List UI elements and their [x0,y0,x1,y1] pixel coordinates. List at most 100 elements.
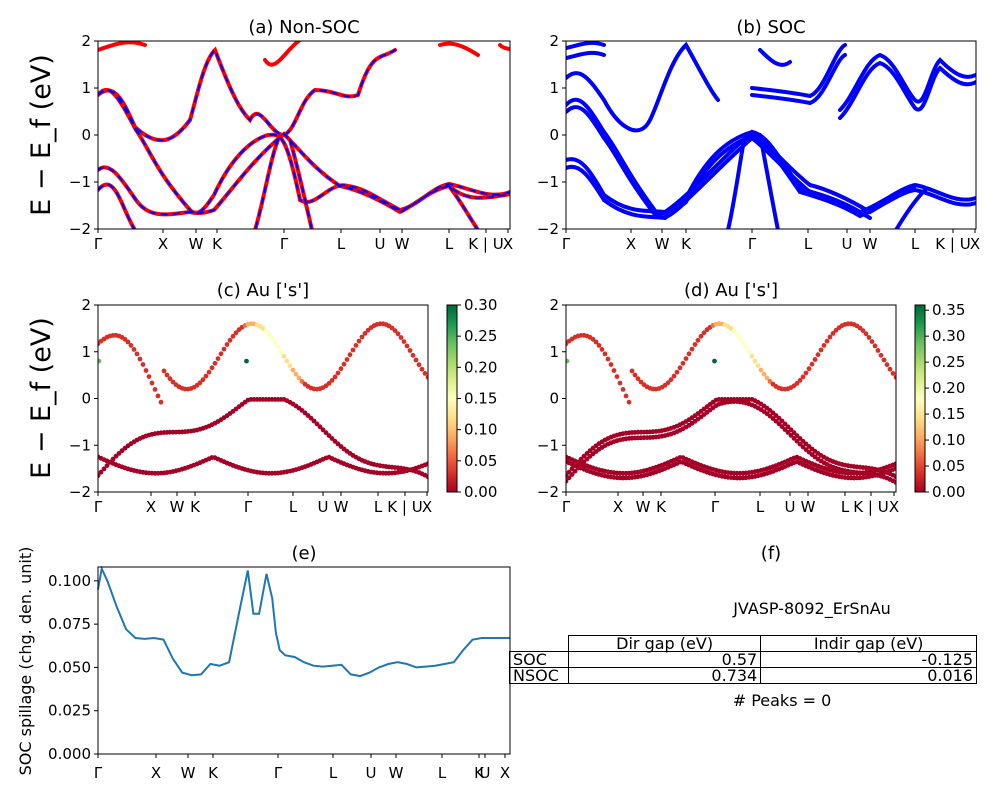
x-tick-label: U [366,764,377,782]
band-dot [200,377,206,383]
band-dot [149,380,155,386]
band-dot [197,380,203,386]
band-dot [614,374,620,379]
gap-table: Dir gap (eV) Indir gap (eV) SOC 0.57 -0.… [509,635,977,684]
band-dot [287,363,293,368]
panel-c-ylabel: E − E_f (eV) [26,317,57,479]
band-dot [824,338,830,344]
x-tick-label: X [422,498,432,516]
band-dot [350,347,356,353]
panel-b-bands [566,41,976,229]
x-tick-label: L [329,764,338,782]
band-line [98,132,510,216]
band-dot [701,330,707,336]
y-tick-label: 0.100 [48,572,91,590]
colorbar-tick-label: 0.20 [932,379,965,397]
band-dot [347,352,353,358]
band-dot [866,335,872,340]
band-dot [596,343,602,348]
band-dot [425,461,428,467]
band-dot [419,366,425,372]
gap-table-col-dir: Dir gap (eV) [567,635,762,652]
y-tick-label: 2 [549,32,559,50]
band-dot [893,474,896,480]
band-dot [566,475,572,481]
band-dot [263,328,269,334]
band-dot [767,379,773,384]
x-tick-label: L [289,498,298,516]
band-dot [311,418,317,424]
band-dot [611,368,617,373]
colorbar-tick-label: 0.25 [932,353,965,371]
band-dot [134,351,140,357]
band-dot [887,366,893,372]
band-line [726,133,747,229]
x-tick-label: L [804,235,813,253]
y-tick-label: −2 [537,220,559,238]
band-dot [761,371,767,377]
band-dot [794,381,800,386]
band-line [838,52,976,112]
x-tick-label: L [911,235,920,253]
x-tick-label: X [613,498,623,516]
colorbar-tick-label: 0.30 [932,327,965,345]
band-dot [206,369,212,375]
band-dot [227,337,233,343]
band-line [566,41,720,133]
panel-a-title: (a) Non-SOC [248,17,359,38]
band-dot [146,374,152,379]
band-dot [566,358,570,364]
x-tick-label: Γ [94,235,103,253]
band-dot [362,331,368,336]
band-line [566,41,606,50]
band-dot [677,365,683,371]
band-dot [104,463,110,468]
band-dot [830,331,836,336]
x-tick-label: Γ [94,498,103,516]
band-dot [224,342,230,347]
panel-a-ylabel: E − E_f (eV) [26,54,57,216]
band-dot [326,381,332,386]
band-line [498,43,510,52]
colorbar-tick-label: 0.15 [932,405,965,423]
gap-table-header-row: Dir gap (eV) Indir gap (eV) [509,635,977,652]
band-line [566,129,917,215]
band-dot [806,366,812,372]
x-tick-label: K [208,764,219,782]
x-tick-label: K [681,235,692,253]
band-dot [776,421,782,427]
band-line [98,48,396,142]
band-dot [809,361,815,367]
band-dot [890,371,896,376]
band-line [566,50,606,60]
band-dot [353,343,359,348]
y-tick-label: −1 [537,436,559,454]
band-dot [425,474,428,480]
x-tick-label: X [500,764,510,782]
x-tick-label: X [146,498,156,516]
band-dot [740,340,746,345]
panel-d-title: (d) Au ['s'] [684,280,778,301]
panel-e-frame [97,566,511,755]
band-dot [797,441,803,447]
band-dot [152,387,158,392]
band-dot [293,371,299,377]
band-dot [164,372,170,378]
x-tick-label: W [181,764,196,782]
band-dot [128,343,134,348]
x-tick-label: Γ [94,764,103,782]
band-line [838,60,976,120]
gap-table-row-label: NSOC [509,667,569,684]
x-tick-label: X [503,235,513,253]
band-dot [314,421,320,427]
x-tick-label: W [389,764,404,782]
y-tick-label: 0 [81,126,91,144]
band-dot [698,333,704,339]
band-dot [791,430,797,436]
band-dot [749,353,755,359]
band-dot [686,351,692,357]
band-dot [689,346,695,352]
band-dot [137,356,143,362]
band-dot [98,358,102,364]
band-dot [422,371,428,376]
